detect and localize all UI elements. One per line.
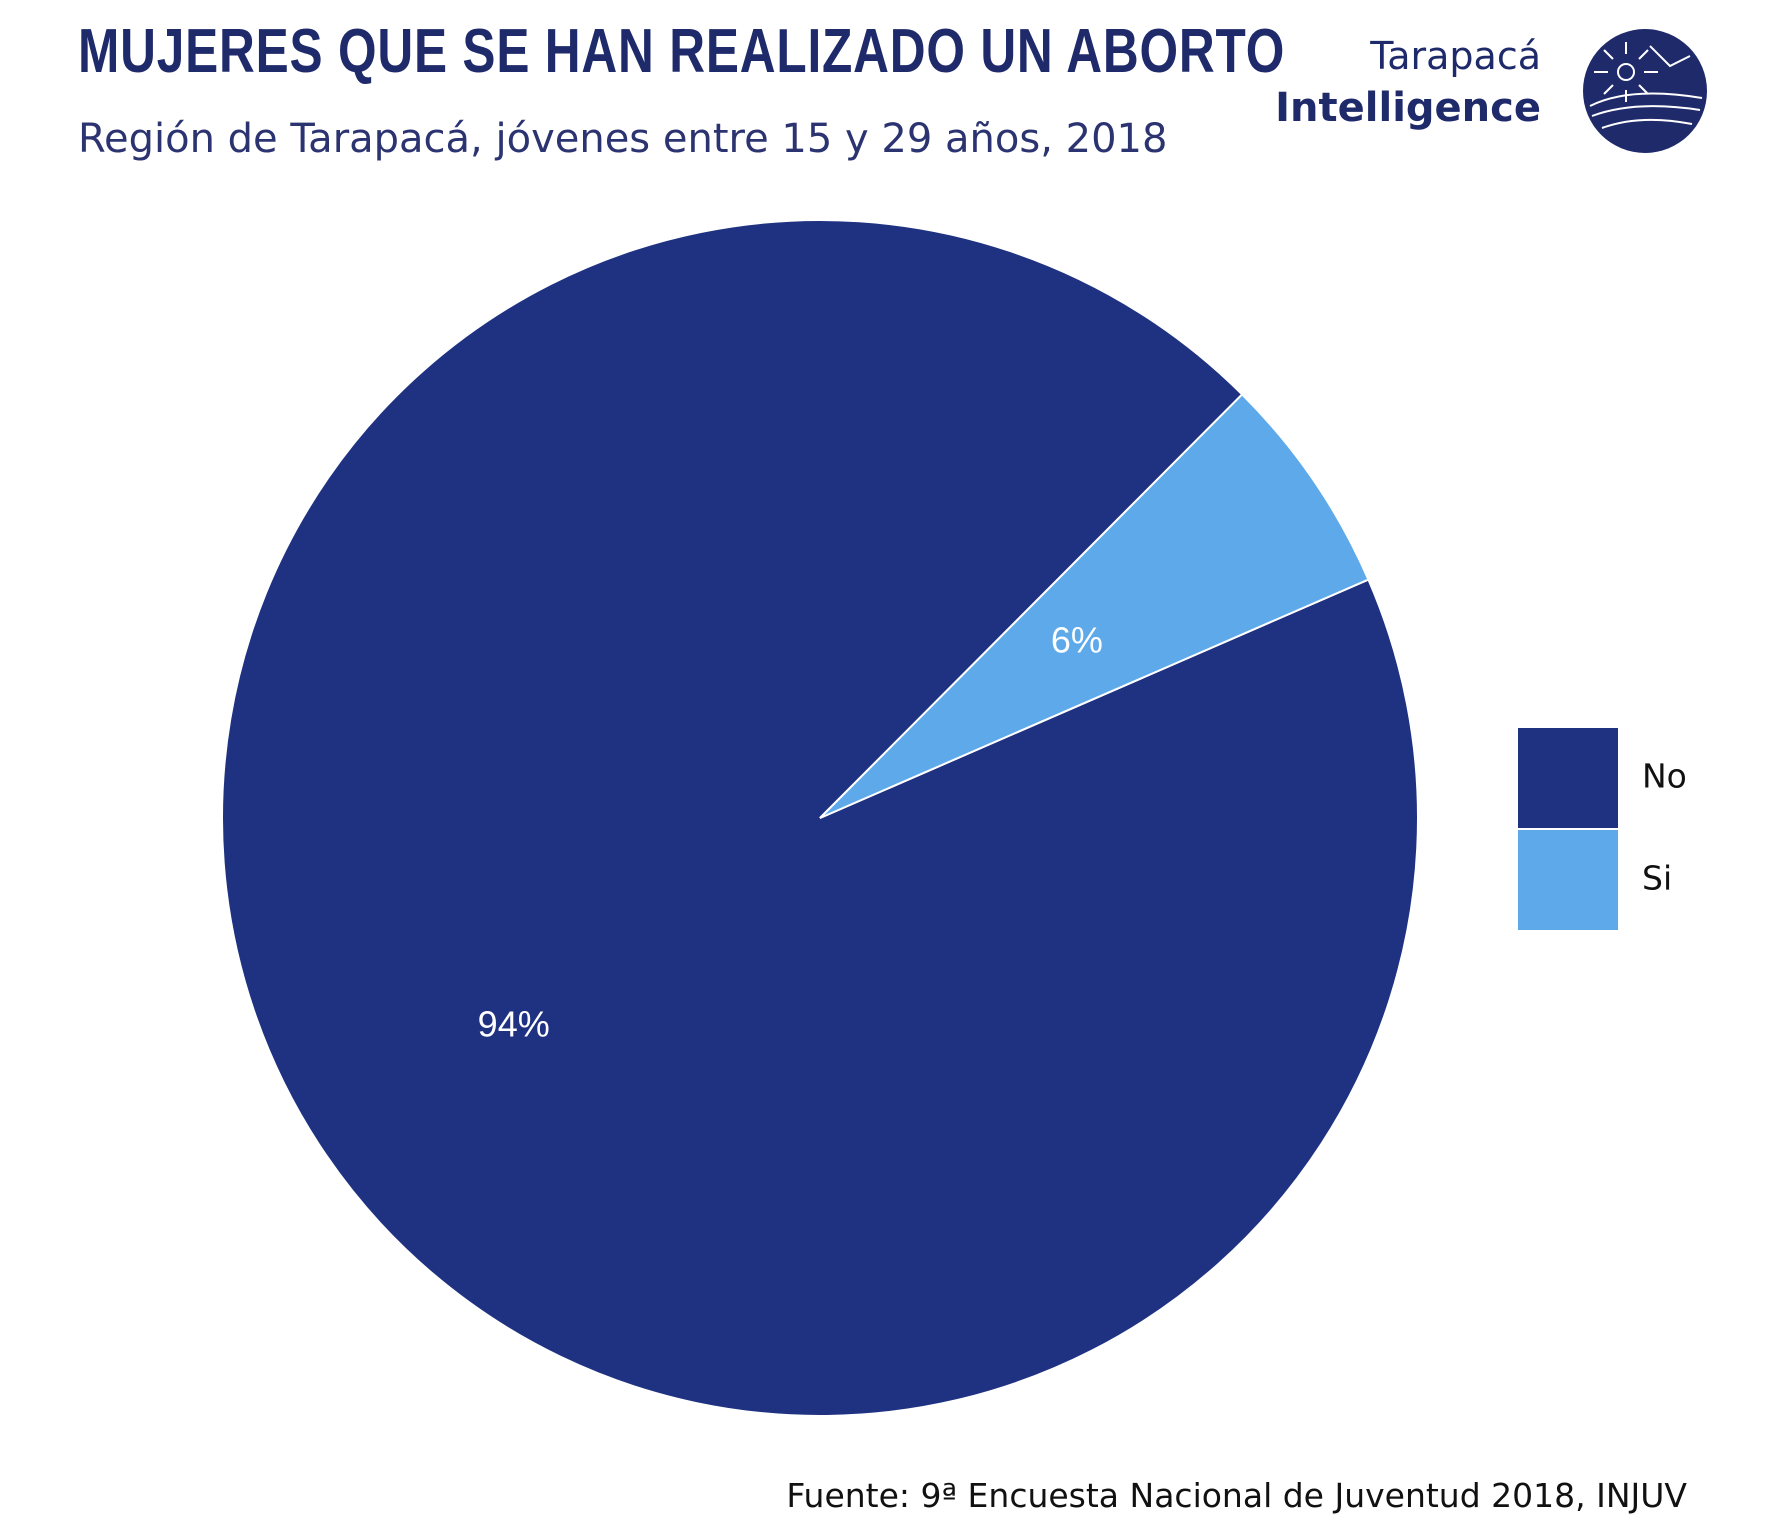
legend-swatch-no xyxy=(1518,728,1618,828)
legend-swatch-si xyxy=(1518,830,1618,930)
pie-slices xyxy=(221,219,1419,1417)
brand-name-line2: Intelligence xyxy=(1275,85,1541,131)
pie-slice-si xyxy=(819,392,1370,819)
pie-label-si: 6% xyxy=(1051,619,1103,660)
legend-label-si: Si xyxy=(1642,859,1672,898)
brand-name-line1: Tarapacá xyxy=(1370,34,1541,78)
brand-wordmark: Tarapacá Intelligence xyxy=(1275,30,1541,134)
chart-title: MUJERES QUE SE HAN REALIZADO UN ABORTO xyxy=(78,17,1286,86)
source-note: Fuente: 9ª Encuesta Nacional de Juventud… xyxy=(786,1476,1687,1515)
chart-legend: No Si xyxy=(1518,728,1687,930)
pie-label-no: 94% xyxy=(478,1003,550,1044)
compass-sun-globe-icon xyxy=(1583,29,1707,153)
chart-subtitle: Región de Tarapacá, jóvenes entre 15 y 2… xyxy=(78,116,1168,162)
pie-slice-labels: 94% 6% xyxy=(478,619,1103,1044)
legend-label-no: No xyxy=(1642,757,1687,796)
